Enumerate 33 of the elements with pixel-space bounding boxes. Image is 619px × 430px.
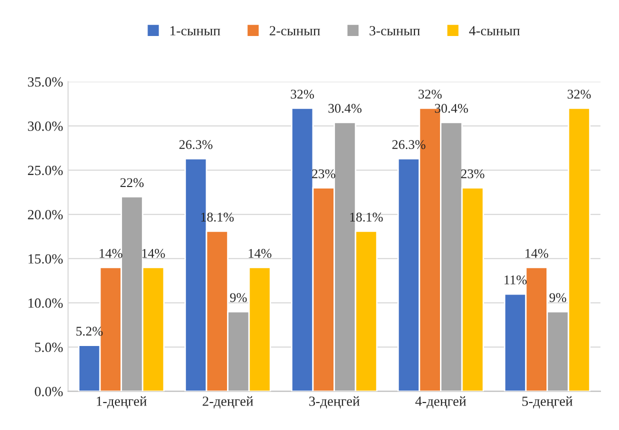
data-label: 23%: [461, 169, 484, 178]
legend-label: 1-сынып: [170, 26, 220, 36]
data-label: 26.3%: [179, 140, 212, 150]
data-label: 14%: [526, 248, 548, 258]
data-label: 9%: [549, 293, 566, 302]
y-tick-label: 15.0%: [28, 254, 63, 264]
y-tick-label: 10.0%: [28, 298, 63, 308]
legend-label: 2-сынып: [270, 26, 320, 36]
y-tick-label: 30.0%: [28, 122, 63, 131]
x-tick-label: 4-деңгей: [415, 396, 466, 408]
data-label: 32%: [568, 90, 591, 99]
data-label: 18.1%: [350, 212, 383, 222]
data-label: 14%: [248, 248, 272, 258]
data-label: 30.4%: [434, 104, 468, 113]
data-label: 23%: [312, 169, 336, 178]
x-tick-label: 2-деңгей: [202, 396, 254, 408]
data-label: 32%: [418, 90, 442, 99]
x-tick-label: 3-деңгей: [309, 396, 360, 408]
legend-label: 3-сынып: [370, 26, 420, 36]
data-label: 14%: [142, 248, 165, 258]
x-tick-label: 5-деңгей: [522, 396, 573, 408]
data-label: 22%: [120, 178, 144, 188]
legend-label: 4-сынып: [469, 26, 520, 36]
x-tick-label: 1-деңгей: [96, 396, 147, 408]
y-tick-label: 20.0%: [28, 210, 63, 220]
data-label: 9%: [230, 293, 247, 302]
y-tick-label: 0.0%: [34, 386, 63, 396]
data-label: 30.4%: [328, 104, 362, 113]
y-tick-label: 5.0%: [35, 342, 63, 352]
y-tick-label: 25.0%: [28, 166, 63, 176]
y-tick-label: 35.0%: [28, 77, 63, 87]
data-label: 14%: [100, 248, 122, 258]
data-label: 32%: [290, 90, 314, 99]
